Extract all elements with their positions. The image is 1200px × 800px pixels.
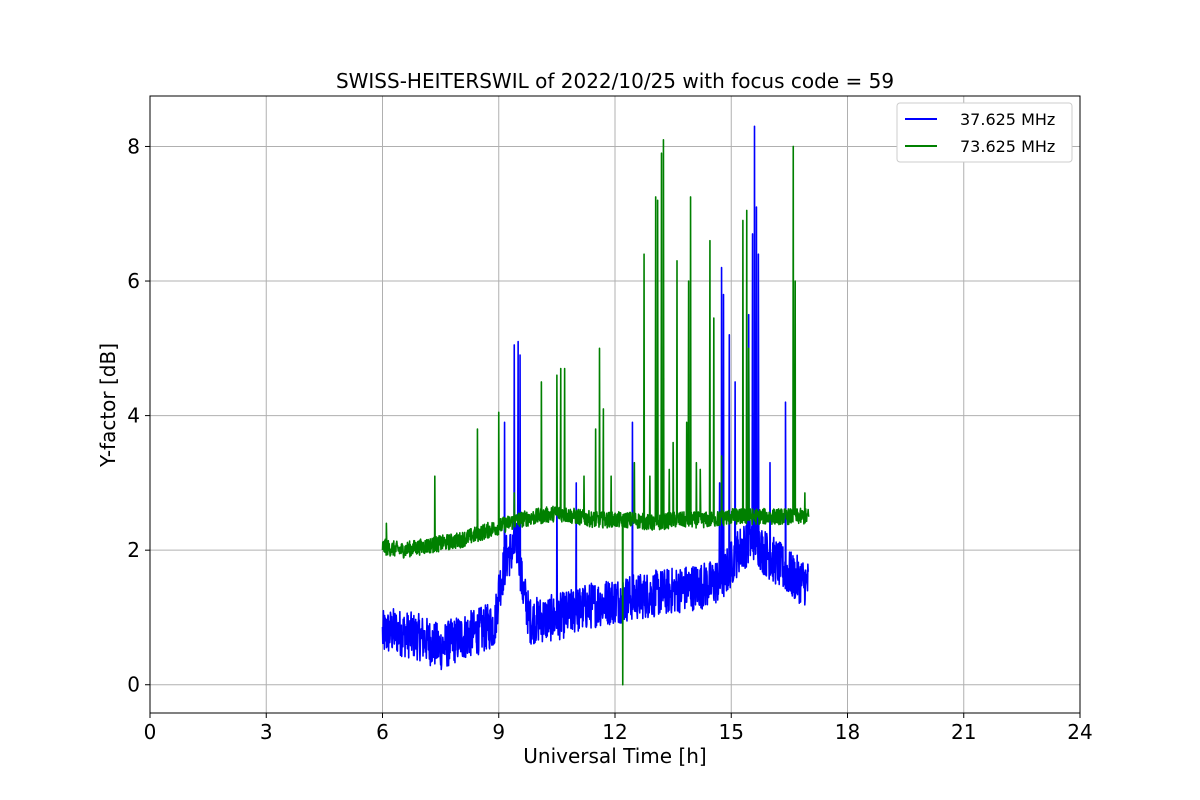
legend: 37.625 MHz 73.625 MHz <box>896 102 1073 163</box>
series-line-73-625-mhz <box>381 138 810 686</box>
y-tick-label: 8 <box>127 134 140 158</box>
x-tick-label: 24 <box>1067 720 1092 744</box>
y-axis-ticks: 0 2 4 6 8 <box>127 134 150 697</box>
x-tick-label: 21 <box>951 720 976 744</box>
x-tick-label: 15 <box>719 720 744 744</box>
x-tick-label: 12 <box>602 720 627 744</box>
x-tick-label: 6 <box>376 720 389 744</box>
legend-label-37-625: 37.625 MHz <box>960 110 1055 129</box>
x-tick-label: 0 <box>144 720 157 744</box>
y-axis-label: Y-factor [dB] <box>96 343 120 468</box>
legend-box <box>896 102 1073 163</box>
x-axis-label: Universal Time [h] <box>523 744 706 768</box>
y-tick-label: 0 <box>127 673 140 697</box>
chart-title: SWISS-HEITERSWIL of 2022/10/25 with focu… <box>336 69 894 93</box>
x-axis-ticks: 0 3 6 9 12 15 18 21 24 <box>144 713 1093 744</box>
x-tick-label: 9 <box>492 720 505 744</box>
series-layer <box>381 125 810 686</box>
y-tick-label: 2 <box>127 538 140 562</box>
x-tick-label: 3 <box>260 720 273 744</box>
y-tick-label: 6 <box>127 269 140 293</box>
series-line-37-625-mhz <box>381 125 810 671</box>
y-tick-label: 4 <box>127 404 140 428</box>
x-tick-label: 18 <box>835 720 860 744</box>
legend-label-73-625: 73.625 MHz <box>960 137 1055 156</box>
